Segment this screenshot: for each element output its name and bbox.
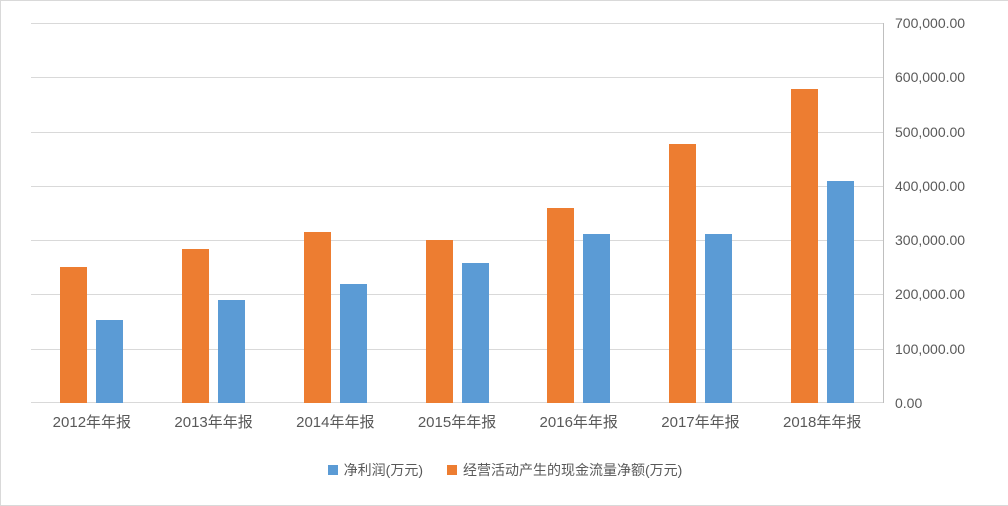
x-tick-label: 2014年年报	[296, 414, 375, 431]
bar-groups	[31, 23, 883, 403]
bar-operating-cash-flow	[425, 240, 453, 403]
gridline	[31, 186, 883, 187]
y-tick-label: 500,000.00	[895, 124, 966, 140]
gridline	[31, 402, 883, 403]
bar-operating-cash-flow	[547, 208, 575, 403]
y-tick-label: 0.00	[895, 395, 923, 411]
bar-group	[274, 23, 396, 403]
legend-swatch-icon	[327, 465, 338, 475]
gridline	[31, 294, 883, 295]
bar-group	[640, 23, 762, 403]
x-tick-label: 2015年年报	[417, 414, 497, 431]
y-tick-label: 300,000.00	[895, 232, 966, 248]
gridline	[31, 240, 883, 241]
bar-group	[31, 23, 153, 403]
bar-net-profit	[96, 320, 124, 403]
bar-group	[396, 23, 518, 403]
x-tick-label: 2018年年报	[782, 414, 862, 431]
legend: 净利润(万元) 经营活动产生的现金流量净额(万元)	[1, 460, 1008, 480]
bar-operating-cash-flow	[60, 267, 88, 403]
bar-group	[153, 23, 275, 403]
x-tick-label: 2012年年报	[52, 414, 132, 431]
bar-operating-cash-flow	[790, 89, 818, 403]
bar-operating-cash-flow	[668, 144, 696, 403]
y-tick-label: 100,000.00	[895, 341, 966, 357]
bar-group	[518, 23, 640, 403]
legend-label: 经营活动产生的现金流量净额(万元)	[463, 462, 683, 478]
gridline	[31, 349, 883, 350]
bar-operating-cash-flow	[303, 232, 331, 403]
x-tick-label: 2017年年报	[661, 414, 740, 431]
legend-item-operating-cash-flow: 经营活动产生的现金流量净额(万元)	[447, 460, 682, 480]
bar-net-profit	[583, 234, 611, 403]
gridline	[31, 132, 883, 133]
x-tick-label: 2016年年报	[539, 414, 618, 431]
x-tick-label: 2013年年报	[174, 414, 253, 431]
bar-net-profit	[826, 181, 854, 403]
y-tick-label: 600,000.00	[895, 69, 966, 85]
gridline	[31, 77, 883, 78]
gridline	[31, 23, 883, 24]
bar-net-profit	[218, 300, 246, 403]
bar-net-profit	[461, 263, 489, 403]
bar-net-profit	[704, 234, 732, 403]
y-tick-label: 200,000.00	[895, 286, 966, 302]
plot-area	[31, 23, 884, 403]
legend-swatch-icon	[447, 465, 457, 475]
bar-operating-cash-flow	[182, 249, 210, 403]
y-tick-label: 400,000.00	[895, 178, 966, 194]
x-axis: 2012年年报 2013年年报 2014年年报 2015年年报 2016年年报 2017年…	[31, 411, 883, 432]
legend-item-net-profit: 净利润(万元)	[327, 460, 423, 480]
legend-label: 净利润(万元)	[343, 462, 423, 478]
y-tick-label: 700,000.00	[895, 15, 966, 31]
bar-net-profit	[339, 284, 367, 403]
bar-group	[761, 23, 883, 403]
